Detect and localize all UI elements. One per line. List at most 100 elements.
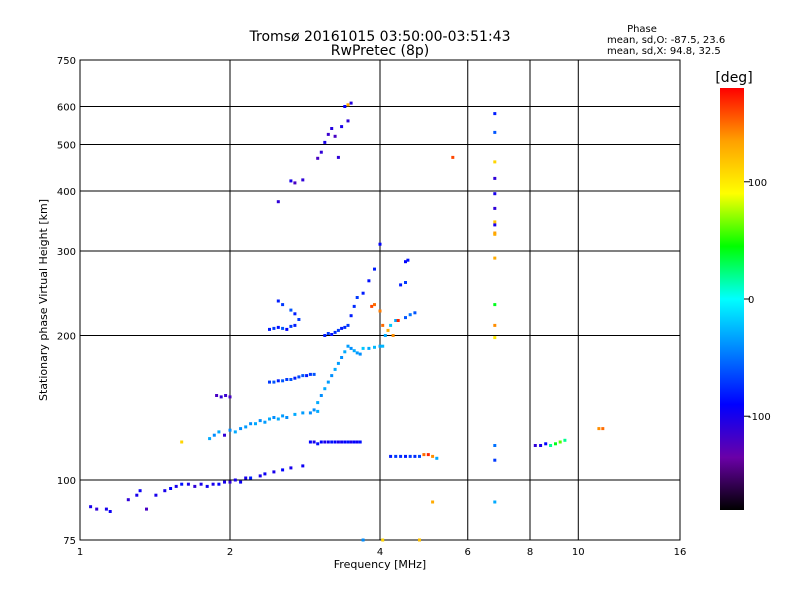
colorbar-tick-label: 0	[748, 295, 754, 306]
colorbar-tick-label: 100	[748, 178, 767, 189]
echo-point	[352, 440, 356, 444]
echo-point	[244, 425, 248, 429]
echo-point	[323, 334, 327, 337]
echo-point	[258, 419, 262, 423]
echo-point	[319, 394, 323, 397]
echo-point	[399, 283, 403, 287]
echo-point	[493, 256, 497, 260]
echo-point	[361, 346, 365, 350]
echo-point	[281, 326, 285, 330]
echo-point	[285, 378, 289, 381]
echo-point	[355, 351, 359, 355]
echo-point	[316, 442, 320, 446]
echo-point	[386, 328, 390, 332]
echo-point	[330, 333, 334, 336]
echo-point	[493, 500, 497, 504]
echo-point	[239, 427, 243, 431]
echo-point	[493, 176, 497, 180]
chart-subtitle: RwPretec (8p)	[331, 43, 429, 59]
echo-point	[228, 395, 232, 399]
echo-point	[333, 440, 337, 444]
echo-point	[186, 482, 190, 486]
echo-point	[333, 367, 337, 371]
echo-point	[180, 440, 184, 444]
echo-point	[205, 484, 209, 488]
x-tick-label: 8	[527, 547, 533, 558]
y-tick-label: 100	[57, 476, 76, 487]
colorbar: [deg] 100 0 -100	[715, 70, 771, 510]
echo-point	[293, 181, 297, 185]
echo-point	[422, 453, 426, 457]
grid-lines	[80, 60, 680, 540]
echo-point	[539, 444, 543, 447]
echo-point	[145, 507, 148, 511]
echo-point	[276, 299, 280, 303]
echo-point	[391, 334, 395, 337]
echo-point	[301, 374, 305, 378]
echo-point	[431, 454, 435, 458]
echo-point	[180, 482, 184, 486]
echo-point	[367, 346, 371, 350]
echo-point	[276, 200, 280, 204]
echo-point	[383, 334, 387, 337]
plot-area: 1 2 4 6 8 10 16 75 100 200 300 400 500 600 750	[57, 56, 686, 558]
echo-point	[352, 349, 356, 353]
echo-point	[301, 411, 305, 415]
echo-point	[346, 323, 350, 327]
echo-point	[289, 308, 293, 312]
echo-point	[174, 484, 178, 488]
echo-point	[154, 493, 158, 497]
echo-point	[340, 356, 344, 359]
echo-point	[349, 314, 353, 318]
echo-point	[276, 417, 280, 421]
echo-point	[217, 482, 221, 486]
echo-points	[89, 101, 605, 542]
echo-point	[451, 155, 455, 159]
echo-point	[254, 422, 257, 426]
echo-point	[358, 440, 362, 444]
echo-point	[272, 416, 276, 419]
echo-point	[389, 323, 393, 327]
echo-point	[316, 156, 320, 160]
echo-point	[95, 507, 99, 511]
echo-point	[268, 417, 271, 421]
echo-point	[381, 344, 385, 348]
echo-point	[378, 242, 382, 246]
echo-point	[272, 380, 276, 384]
echo-point	[563, 438, 567, 442]
echo-point	[340, 440, 344, 444]
echo-point	[549, 444, 553, 447]
echo-point	[493, 323, 497, 327]
echo-point	[373, 267, 376, 271]
echo-point	[349, 101, 353, 105]
x-tick-label: 16	[674, 547, 687, 558]
echo-point	[404, 260, 407, 264]
echo-point	[305, 374, 309, 378]
echo-point	[326, 380, 330, 384]
echo-point	[258, 474, 262, 478]
echo-point	[301, 464, 305, 468]
echo-point	[138, 489, 142, 493]
echo-point	[355, 296, 359, 299]
echo-point	[219, 395, 223, 399]
echo-point	[389, 454, 393, 458]
echo-point	[217, 430, 221, 434]
echo-point	[312, 440, 316, 444]
echo-point	[285, 327, 289, 331]
colorbar-tick-label: -100	[748, 412, 771, 423]
echo-point	[355, 440, 359, 444]
echo-point	[289, 378, 293, 381]
echo-point	[340, 326, 344, 330]
echo-point	[346, 440, 350, 444]
echo-point	[244, 476, 248, 480]
echo-point	[169, 487, 173, 490]
echo-point	[493, 192, 497, 196]
echo-point	[336, 328, 340, 332]
echo-point	[108, 510, 112, 513]
chart-title: Tromsø 20161015 03:50:00-03:51:43	[249, 29, 511, 45]
echo-point	[435, 456, 439, 460]
echo-point	[493, 444, 497, 447]
echo-point	[358, 352, 362, 356]
echo-point	[493, 160, 497, 164]
